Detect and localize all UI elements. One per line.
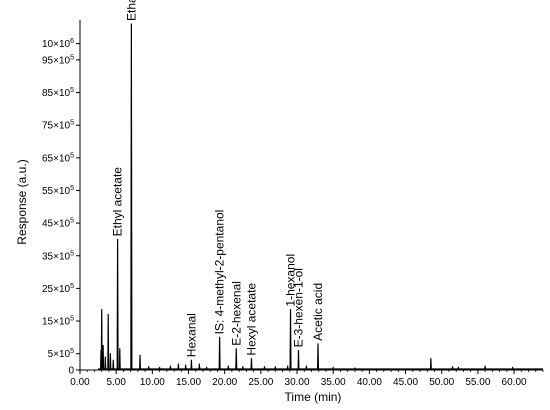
y-tick-label: 0: [68, 366, 74, 377]
y-tick-label: 75×105: [42, 120, 74, 132]
x-tick-label: 35.00: [321, 377, 346, 388]
y-tick-label: 65×105: [42, 152, 74, 164]
x-tick-label: 50.00: [429, 377, 454, 388]
x-axis-title: Time (min): [285, 390, 342, 404]
y-axis-title: Response (a.u.): [15, 159, 29, 244]
y-tick-label: 55×105: [42, 185, 74, 197]
peak-label: 1-hexanol: [284, 254, 298, 307]
x-tick-label: 40.00: [357, 377, 382, 388]
peak-label: Hexanal: [184, 313, 198, 357]
y-tick-label: 15×105: [42, 316, 74, 328]
x-tick-label: 30.00: [285, 377, 310, 388]
x-tick-label: 0.00: [70, 377, 90, 388]
x-tick-label: 20.00: [212, 377, 237, 388]
peak-label: Ethanol: [124, 0, 138, 21]
x-tick-label: 60.00: [502, 377, 527, 388]
y-tick-label: 45×105: [42, 218, 74, 230]
peak-label: IS: 4-methyl-2-pentanol: [213, 210, 227, 335]
peak-label: Acetic acid: [311, 283, 325, 341]
y-tick-label: 35×105: [42, 250, 74, 262]
x-tick-label: 10.00: [140, 377, 165, 388]
peak-label: E-3-hexen-1-ol: [292, 268, 306, 347]
peak-label: Hexyl acetate: [245, 283, 259, 356]
y-axis-ticks: 0 5×105 15×105 25×105 35×105 45×105 55×105 65×1…: [42, 38, 80, 377]
x-tick-label: 15.00: [176, 377, 201, 388]
y-tick-label: 10×106: [42, 38, 74, 50]
x-tick-label: 25.00: [248, 377, 273, 388]
y-tick-label: 5×105: [48, 348, 75, 360]
y-tick-label: 95×105: [42, 54, 74, 66]
peak-label: Ethyl acetate: [111, 167, 125, 237]
x-tick-label: 55.00: [465, 377, 490, 388]
x-axis-ticks: 0.00 5.00 10.00 15.00 20.00 25.00 30.00 35.00 40…: [70, 370, 544, 388]
y-tick-label: 25×105: [42, 283, 74, 295]
peak-labels: Ethyl acetate Ethanol Hexanal IS: 4-methyl-…: [111, 0, 325, 357]
peak-label: E-2-hexenal: [229, 281, 243, 346]
x-tick-label: 5.00: [106, 377, 126, 388]
x-tick-label: 45.00: [393, 377, 418, 388]
y-tick-label: 85×105: [42, 87, 74, 99]
chromatogram-trace: [98, 23, 543, 370]
